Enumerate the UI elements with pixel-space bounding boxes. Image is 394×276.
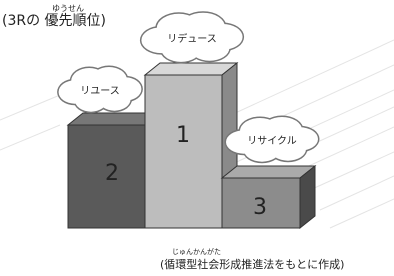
source: (循環型社会形成推進法をもとに作成) [160,257,344,271]
cloud-label: リサイクル [247,135,297,147]
cloud: リサイクル [225,116,320,164]
block-1-side [222,63,237,178]
title-ruby: ゆうせん [52,4,84,13]
title: (3Rの 優先順位) [2,13,106,29]
block-1-front [145,75,222,228]
block-3-top [222,166,315,178]
source-ruby: じゅんかんがた [172,247,221,256]
rank-1: 1 [176,123,190,148]
cloud: リユース [57,66,143,114]
diagram: ゆうせん (3Rの 優先順位) 1 2 3 リデュースリユースリサイクル じゅん… [0,0,394,276]
cloud-label: リデュース [167,32,217,45]
cloud-label: リユース [80,86,120,97]
cloud: リデュース [140,11,244,63]
block-1-top [145,63,237,75]
rank-2: 2 [105,161,119,186]
rank-3: 3 [253,195,267,220]
